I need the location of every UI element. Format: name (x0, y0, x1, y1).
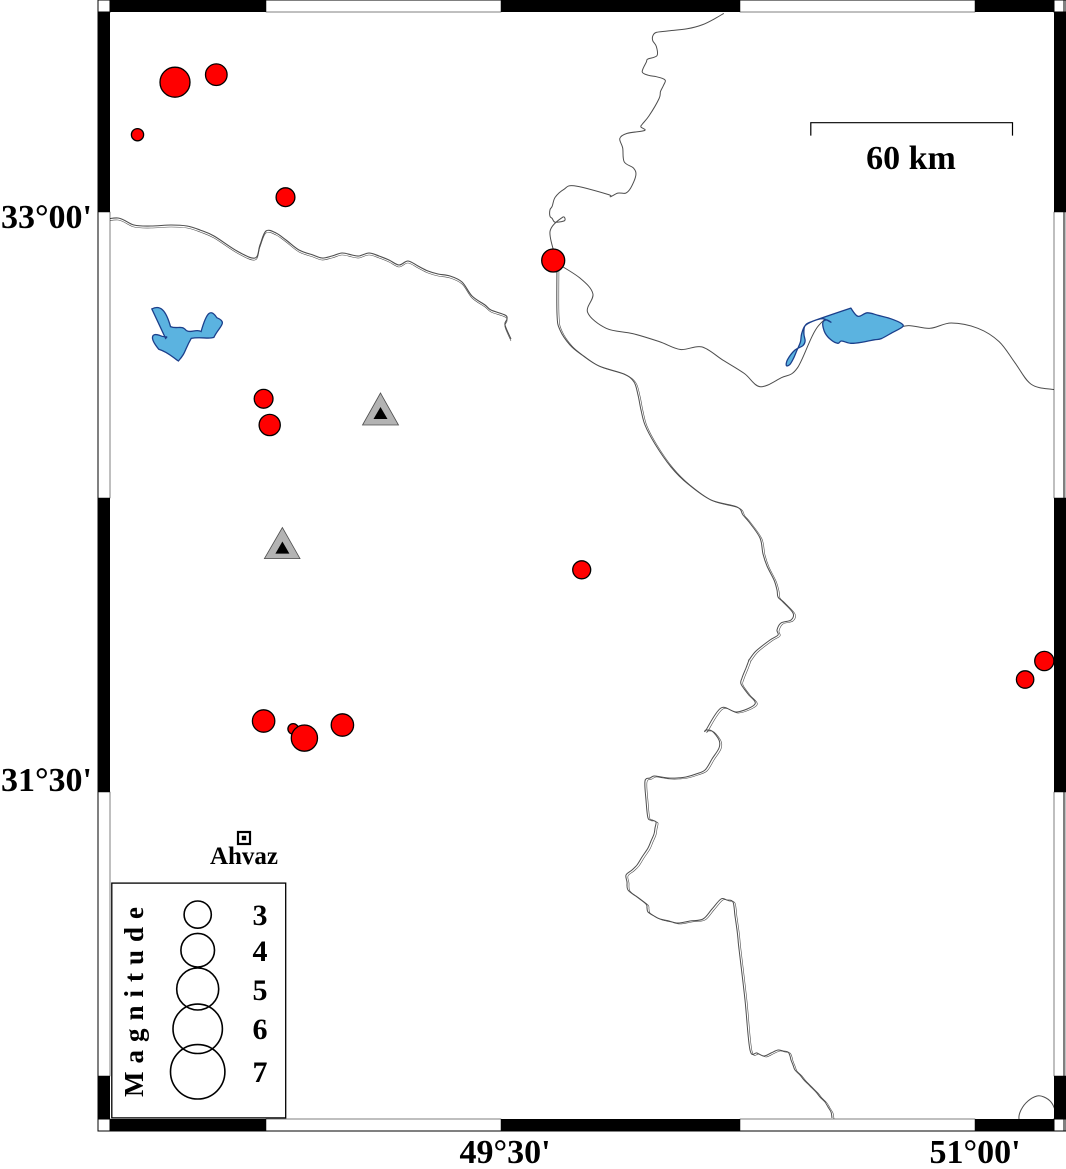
svg-text:51°00': 51°00' (929, 1134, 1020, 1169)
svg-text:Ahvaz: Ahvaz (210, 843, 278, 870)
svg-text:6: 6 (253, 1013, 268, 1046)
svg-text:3: 3 (253, 899, 268, 932)
svg-text:5: 5 (253, 974, 268, 1007)
svg-text:60 km: 60 km (866, 140, 956, 177)
svg-text:33°00': 33°00' (1, 199, 92, 236)
svg-text:7: 7 (253, 1056, 268, 1089)
svg-text:31°30': 31°30' (1, 762, 92, 799)
svg-text:Magnitude: Magnitude (119, 899, 149, 1097)
svg-text:49°30': 49°30' (459, 1134, 550, 1169)
svg-text:4: 4 (253, 935, 268, 968)
